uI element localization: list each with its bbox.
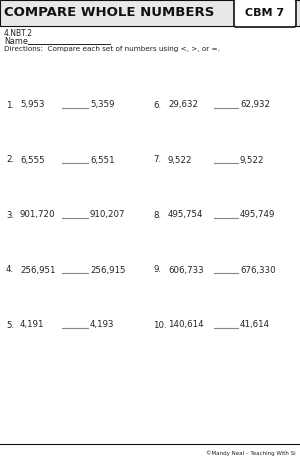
- Text: CBM 7: CBM 7: [245, 8, 285, 18]
- Text: 6,555: 6,555: [20, 155, 45, 165]
- Text: 495,754: 495,754: [168, 211, 203, 219]
- Text: 1.: 1.: [6, 101, 14, 110]
- Text: 4.NBT.2: 4.NBT.2: [4, 29, 33, 38]
- Text: 256,951: 256,951: [20, 266, 56, 275]
- Text: 4,191: 4,191: [20, 320, 44, 329]
- Text: 676,330: 676,330: [240, 266, 276, 275]
- Text: 5.: 5.: [6, 320, 14, 329]
- FancyBboxPatch shape: [0, 0, 300, 26]
- Text: 9,522: 9,522: [168, 155, 193, 165]
- Text: 41,614: 41,614: [240, 320, 270, 329]
- Text: 901,720: 901,720: [20, 211, 56, 219]
- Text: 9,522: 9,522: [240, 155, 265, 165]
- Text: 495,749: 495,749: [240, 211, 275, 219]
- Text: 256,915: 256,915: [90, 266, 125, 275]
- FancyBboxPatch shape: [234, 0, 296, 27]
- Text: 29,632: 29,632: [168, 101, 198, 110]
- Text: 10.: 10.: [153, 320, 166, 329]
- Text: 6,551: 6,551: [90, 155, 115, 165]
- Text: 4,193: 4,193: [90, 320, 115, 329]
- Text: 2.: 2.: [6, 155, 14, 165]
- Text: 3.: 3.: [6, 211, 14, 219]
- Text: 7.: 7.: [153, 155, 161, 165]
- Text: 8.: 8.: [153, 211, 161, 219]
- Text: 910,207: 910,207: [90, 211, 125, 219]
- Text: 606,733: 606,733: [168, 266, 204, 275]
- Text: COMPARE WHOLE NUMBERS: COMPARE WHOLE NUMBERS: [4, 6, 214, 20]
- Text: 4.: 4.: [6, 266, 14, 275]
- Text: 62,932: 62,932: [240, 101, 270, 110]
- Text: Name: Name: [4, 37, 28, 46]
- Text: 9.: 9.: [153, 266, 161, 275]
- Text: Directions:  Compare each set of numbers using <, >, or =.: Directions: Compare each set of numbers …: [4, 46, 220, 52]
- Text: ©Mandy Neal – Teaching With Si: ©Mandy Neal – Teaching With Si: [206, 450, 296, 456]
- Text: 6.: 6.: [153, 101, 161, 110]
- Text: 140,614: 140,614: [168, 320, 204, 329]
- Text: 5,359: 5,359: [90, 101, 115, 110]
- Text: 5,953: 5,953: [20, 101, 44, 110]
